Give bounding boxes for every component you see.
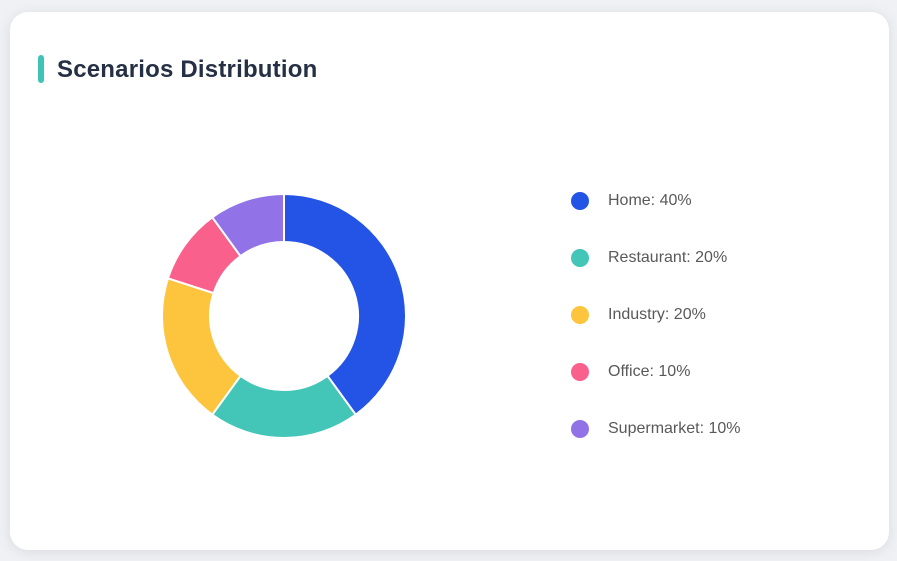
legend-item-restaurant[interactable]: Restaurant: 20% <box>571 248 741 268</box>
legend-label: Industry: 20% <box>608 306 706 323</box>
legend-item-home[interactable]: Home: 40% <box>571 191 741 211</box>
legend-label: Home: 40% <box>608 192 692 209</box>
legend-dot <box>571 249 589 267</box>
legend-item-industry[interactable]: Industry: 20% <box>571 305 741 325</box>
legend-dot <box>571 306 589 324</box>
legend-dot <box>571 363 589 381</box>
legend-item-office[interactable]: Office: 10% <box>571 362 741 382</box>
legend-item-supermarket[interactable]: Supermarket: 10% <box>571 419 741 439</box>
legend-label: Supermarket: 10% <box>608 420 741 437</box>
donut-segment-supermarket[interactable] <box>211 193 285 258</box>
card-header: Scenarios Distribution <box>38 55 317 83</box>
chart-legend: Home: 40% Restaurant: 20% Industry: 20% … <box>571 191 741 439</box>
donut-segment-home[interactable] <box>283 193 407 416</box>
donut-chart <box>161 193 407 439</box>
page-title: Scenarios Distribution <box>57 56 318 83</box>
legend-dot <box>571 420 589 438</box>
legend-label: Restaurant: 20% <box>608 249 728 266</box>
legend-label: Office: 10% <box>608 363 691 380</box>
scenarios-distribution-card: Scenarios Distribution Home: 40% Restaur… <box>10 12 889 550</box>
title-accent-bar <box>38 55 44 83</box>
legend-dot <box>571 192 589 210</box>
